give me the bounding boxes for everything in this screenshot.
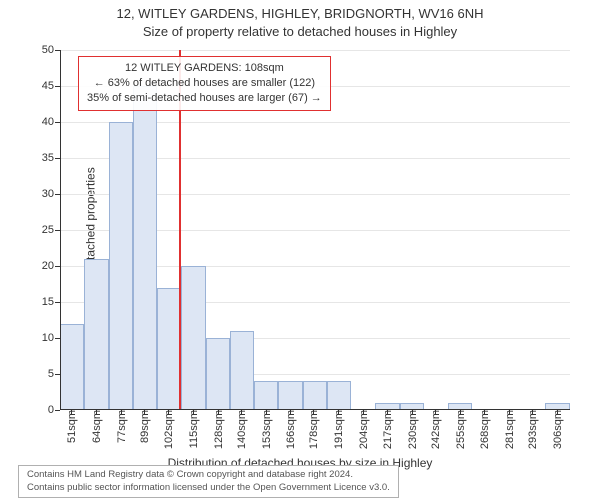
y-tick-label: 5 — [48, 368, 60, 380]
x-tick-label: 204sqm — [356, 410, 370, 449]
y-tick-label: 40 — [42, 116, 60, 128]
y-tick-label: 45 — [42, 80, 60, 92]
y-tick-label: 0 — [48, 404, 60, 416]
x-tick-label: 268sqm — [477, 410, 491, 449]
x-tick-label: 51sqm — [64, 410, 78, 443]
x-tick-label: 255sqm — [453, 410, 467, 449]
y-tick-label: 20 — [42, 260, 60, 272]
x-tick-label: 64sqm — [89, 410, 103, 443]
x-tick-label: 140sqm — [234, 410, 248, 449]
info-box: 12 WITLEY GARDENS: 108sqm ← 63% of detac… — [78, 56, 331, 111]
y-axis-line — [60, 50, 61, 410]
x-tick-label: 281sqm — [502, 410, 516, 449]
plot-area: 12 WITLEY GARDENS: 108sqm ← 63% of detac… — [60, 50, 570, 410]
footer-box: Contains HM Land Registry data © Crown c… — [18, 465, 399, 498]
x-tick-label: 115sqm — [186, 410, 200, 448]
histogram-bar — [109, 122, 133, 410]
info-line-2: ← 63% of detached houses are smaller (12… — [87, 76, 322, 91]
histogram-bar — [206, 338, 230, 410]
info-line-1: 12 WITLEY GARDENS: 108sqm — [87, 61, 322, 76]
histogram-bar — [327, 381, 351, 410]
x-tick-label: 230sqm — [405, 410, 419, 449]
histogram-bar — [60, 324, 84, 410]
x-tick-label: 77sqm — [114, 410, 128, 443]
x-tick-label: 102sqm — [161, 410, 175, 449]
x-tick-label: 293sqm — [525, 410, 539, 449]
y-tick-label: 30 — [42, 188, 60, 200]
info-line-3: 35% of semi-detached houses are larger (… — [87, 91, 322, 106]
footer-line-2: Contains public sector information licen… — [27, 482, 390, 494]
title-sub: Size of property relative to detached ho… — [0, 24, 600, 39]
chart-container: 12, WITLEY GARDENS, HIGHLEY, BRIDGNORTH,… — [0, 0, 600, 500]
y-tick-label: 35 — [42, 152, 60, 164]
y-tick-label: 50 — [42, 44, 60, 56]
x-tick-label: 89sqm — [137, 410, 151, 443]
grid-line — [60, 50, 570, 51]
title-main: 12, WITLEY GARDENS, HIGHLEY, BRIDGNORTH,… — [0, 6, 600, 21]
y-tick-label: 15 — [42, 296, 60, 308]
x-tick-label: 166sqm — [283, 410, 297, 449]
x-tick-label: 217sqm — [380, 410, 394, 449]
histogram-bar — [181, 266, 205, 410]
histogram-bar — [157, 288, 181, 410]
x-tick-label: 191sqm — [331, 410, 345, 449]
x-tick-label: 128sqm — [211, 410, 225, 449]
x-tick-label: 178sqm — [306, 410, 320, 449]
x-tick-label: 306sqm — [550, 410, 564, 449]
histogram-bar — [254, 381, 278, 410]
histogram-bar — [84, 259, 108, 410]
x-tick-label: 242sqm — [428, 410, 442, 449]
x-tick-label: 153sqm — [259, 410, 273, 449]
footer-line-1: Contains HM Land Registry data © Crown c… — [27, 469, 390, 481]
histogram-bar — [278, 381, 302, 410]
histogram-bar — [230, 331, 254, 410]
y-tick-label: 10 — [42, 332, 60, 344]
histogram-bar — [133, 86, 157, 410]
histogram-bar — [303, 381, 327, 410]
y-tick-label: 25 — [42, 224, 60, 236]
